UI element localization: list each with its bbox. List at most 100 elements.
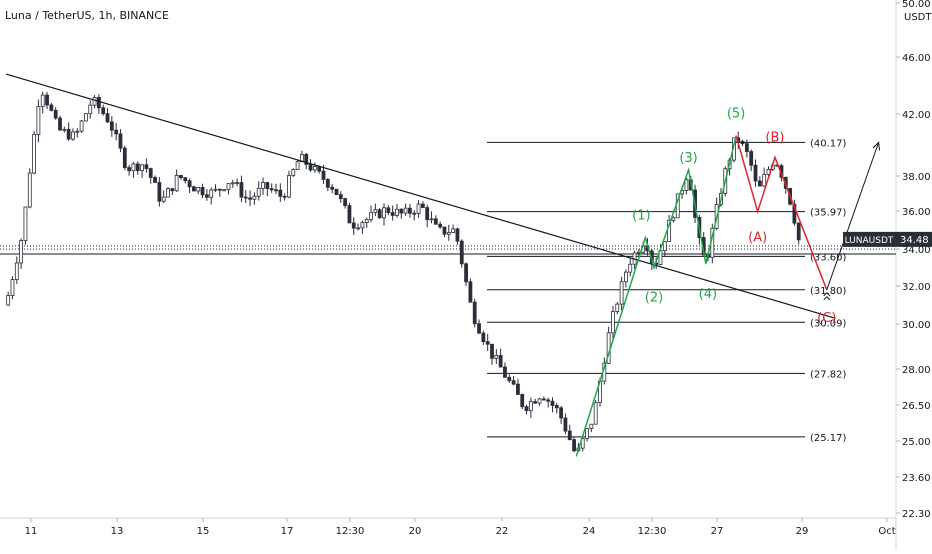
candle: [459, 240, 464, 265]
candle: [88, 104, 93, 115]
candle: [71, 131, 75, 140]
price-tick-label: 38.00: [902, 172, 931, 183]
candle: [66, 128, 71, 140]
candle: [312, 166, 317, 171]
candle: [615, 303, 620, 312]
candle: [291, 169, 296, 176]
candle: [174, 175, 179, 192]
candle: [122, 147, 127, 168]
candle: [161, 196, 166, 202]
candle: [200, 187, 205, 196]
candle: [53, 109, 58, 119]
candle: [580, 438, 585, 449]
candle: [395, 208, 399, 216]
time-tick-label: 22: [496, 526, 509, 537]
time-tick-label: 12:30: [638, 526, 667, 537]
price-tick-label: 26.50: [902, 401, 931, 412]
price-tick-label: 42.00: [902, 110, 931, 121]
candle: [287, 175, 291, 198]
candle: [749, 151, 754, 166]
candle: [662, 241, 667, 252]
corrective-wave-label: (B): [765, 130, 784, 145]
candle: [429, 218, 434, 221]
candle: [153, 177, 157, 183]
candle: [373, 209, 378, 214]
candle: [135, 163, 140, 172]
candle: [239, 182, 244, 198]
candle: [23, 206, 28, 241]
candle: [494, 355, 499, 359]
candle: [32, 134, 36, 174]
candle: [183, 177, 188, 182]
candle: [744, 143, 749, 152]
candle: [671, 217, 676, 221]
candle: [265, 182, 270, 189]
candle: [399, 208, 404, 214]
candle: [118, 133, 123, 149]
candle: [446, 232, 451, 235]
time-tick-label: 17: [281, 526, 294, 537]
candle: [403, 207, 408, 214]
candle: [304, 153, 309, 165]
candle: [140, 164, 144, 172]
candle: [105, 113, 110, 123]
price-tick-label: 25.00: [902, 437, 931, 448]
time-tick-label: 24: [583, 526, 596, 537]
candle: [127, 167, 132, 172]
candle: [408, 207, 412, 214]
time-tick-label: 12:30: [336, 526, 365, 537]
candle: [144, 164, 149, 169]
time-tick-label: 20: [409, 526, 422, 537]
impulse-wave-path: [575, 135, 737, 457]
candle: [317, 166, 322, 172]
candle: [412, 212, 417, 215]
candle: [477, 323, 481, 334]
candle: [550, 400, 555, 406]
candle: [485, 341, 490, 345]
impulse-wave-label: (1): [632, 209, 650, 224]
chevron-up-icon: [823, 292, 831, 297]
fib-level-label: (25.17): [810, 433, 847, 444]
candle: [19, 240, 24, 264]
candle: [390, 212, 395, 216]
candle: [585, 428, 589, 439]
candle: [567, 430, 572, 441]
candle: [243, 196, 248, 199]
candle: [524, 406, 529, 412]
candle: [58, 117, 62, 131]
candle: [338, 194, 343, 199]
candle: [114, 129, 119, 135]
candle: [528, 401, 533, 412]
fib-level-label: (27.82): [810, 369, 847, 380]
candle: [455, 228, 460, 242]
candle: [541, 398, 546, 401]
candle: [537, 398, 542, 404]
candle: [101, 107, 106, 115]
candle: [96, 97, 101, 109]
candle: [62, 128, 67, 131]
candle: [187, 180, 192, 188]
candle: [274, 189, 278, 192]
candle: [438, 223, 443, 228]
chevron-up-icon: [823, 296, 831, 301]
candle: [278, 189, 283, 197]
trendline: [5, 73, 836, 319]
candle: [464, 263, 468, 283]
candle: [559, 407, 564, 419]
price-tick-label: 46.00: [902, 53, 931, 64]
candle: [360, 222, 365, 229]
candle: [330, 186, 335, 190]
candle: [40, 94, 45, 107]
price-tick-label: 32.00: [902, 282, 931, 293]
candle: [572, 439, 576, 452]
candle: [226, 183, 231, 191]
candle: [334, 188, 339, 196]
candle: [248, 197, 252, 200]
time-tick-label: 27: [711, 526, 724, 537]
candle: [796, 222, 801, 241]
candle: [511, 380, 516, 385]
candle: [222, 189, 227, 192]
candle: [351, 222, 356, 229]
